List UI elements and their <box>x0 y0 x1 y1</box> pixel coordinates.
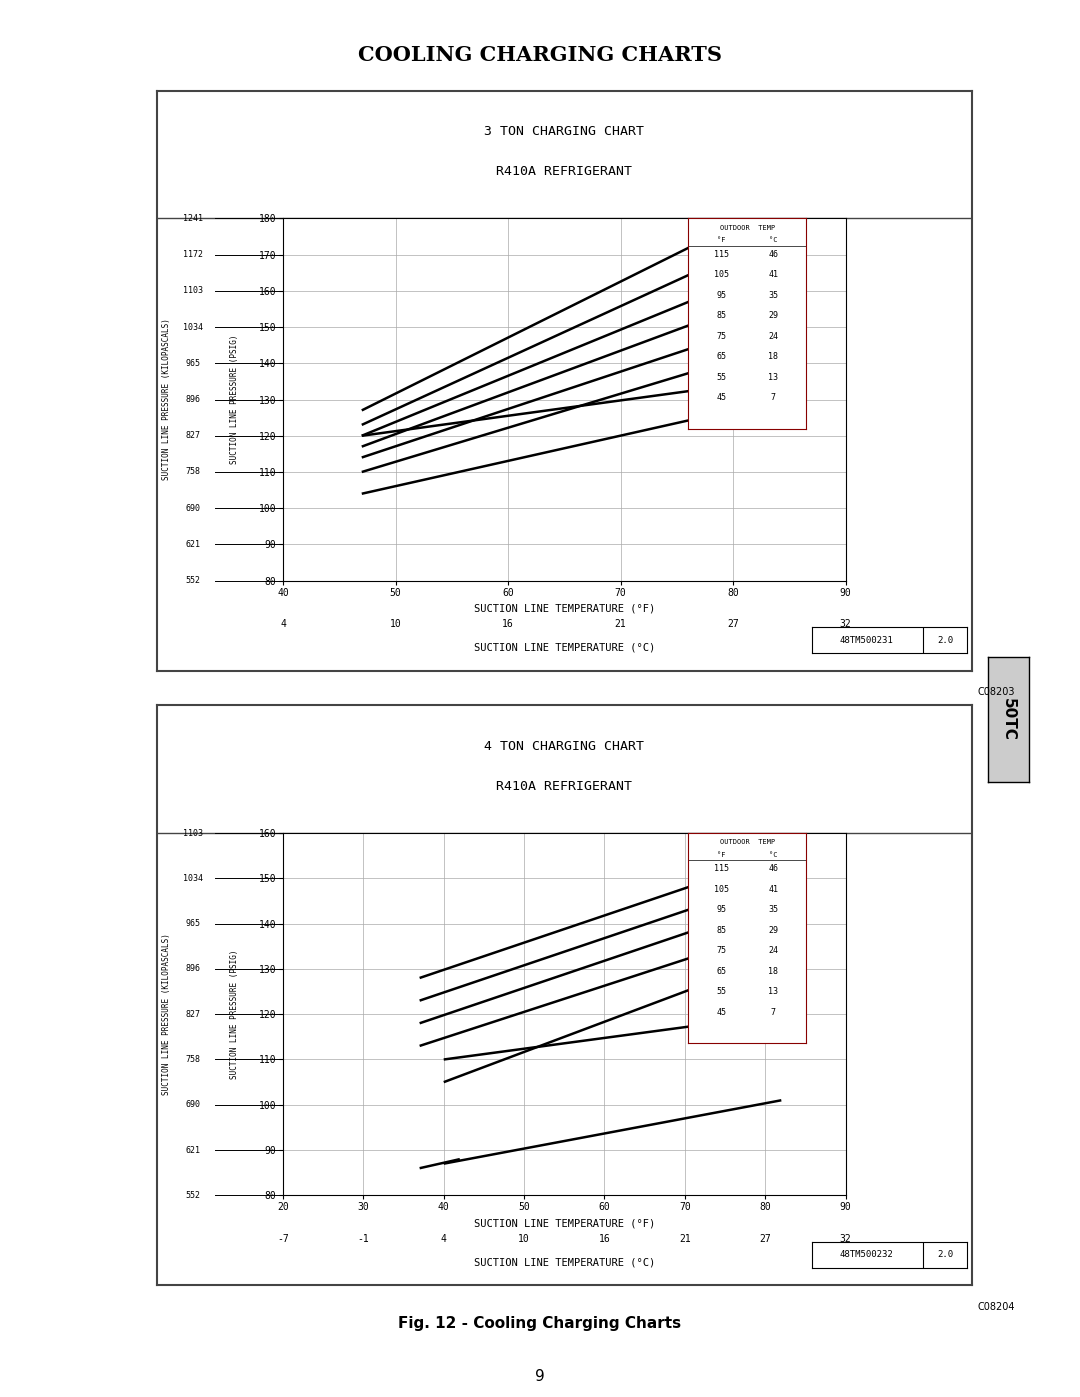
Text: 46: 46 <box>768 865 779 873</box>
Text: 45: 45 <box>716 393 726 402</box>
Text: 85: 85 <box>716 926 726 935</box>
Text: 46: 46 <box>768 250 779 258</box>
Text: 13: 13 <box>768 373 779 381</box>
Text: 758: 758 <box>186 1055 201 1065</box>
Text: 18: 18 <box>768 352 779 362</box>
Text: 1034: 1034 <box>184 323 203 331</box>
Text: OUTDOOR  TEMP: OUTDOOR TEMP <box>719 840 774 845</box>
Text: °F: °F <box>717 852 726 858</box>
Text: 13: 13 <box>768 988 779 996</box>
Text: SUCTION LINE PRESSURE (KILOPASCALS): SUCTION LINE PRESSURE (KILOPASCALS) <box>162 319 171 481</box>
Text: 1103: 1103 <box>184 828 203 838</box>
Text: 2.0: 2.0 <box>936 1250 953 1259</box>
Text: 35: 35 <box>768 291 779 299</box>
Text: 965: 965 <box>186 919 201 928</box>
Text: 18: 18 <box>768 967 779 977</box>
Text: 827: 827 <box>186 432 201 440</box>
Text: 10: 10 <box>390 619 402 629</box>
Text: R410A REFRIGERANT: R410A REFRIGERANT <box>497 780 632 793</box>
Text: 27: 27 <box>759 1234 771 1243</box>
Text: 95: 95 <box>716 291 726 299</box>
Text: 32: 32 <box>840 619 851 629</box>
Text: SUCTION LINE TEMPERATURE (°C): SUCTION LINE TEMPERATURE (°C) <box>474 643 654 652</box>
Text: 827: 827 <box>186 1010 201 1018</box>
Text: °F: °F <box>717 237 726 243</box>
Text: SUCTION LINE TEMPERATURE (°F): SUCTION LINE TEMPERATURE (°F) <box>474 1218 654 1228</box>
Text: 4: 4 <box>280 619 286 629</box>
Text: 21: 21 <box>679 1234 691 1243</box>
Text: 552: 552 <box>186 576 201 585</box>
Text: 65: 65 <box>716 352 726 362</box>
Text: C08203: C08203 <box>977 687 1015 697</box>
Text: 32: 32 <box>840 1234 851 1243</box>
Text: C08204: C08204 <box>977 1302 1015 1312</box>
Text: 2.0: 2.0 <box>936 636 953 644</box>
Text: 35: 35 <box>768 905 779 914</box>
Text: 29: 29 <box>768 312 779 320</box>
Text: 65: 65 <box>716 967 726 977</box>
Text: 55: 55 <box>716 988 726 996</box>
Text: 115: 115 <box>714 250 729 258</box>
Text: 95: 95 <box>716 905 726 914</box>
Text: 75: 75 <box>716 946 726 956</box>
Text: 21: 21 <box>615 619 626 629</box>
Text: °C: °C <box>769 852 778 858</box>
Text: 45: 45 <box>716 1007 726 1017</box>
Text: 690: 690 <box>186 1101 201 1109</box>
Text: SUCTION LINE TEMPERATURE (°F): SUCTION LINE TEMPERATURE (°F) <box>474 604 654 613</box>
Text: 85: 85 <box>716 312 726 320</box>
Text: 4 TON CHARGING CHART: 4 TON CHARGING CHART <box>484 739 645 753</box>
Text: 552: 552 <box>186 1190 201 1200</box>
Text: 1241: 1241 <box>184 214 203 224</box>
Text: OUTDOOR  TEMP: OUTDOOR TEMP <box>719 225 774 231</box>
Text: 7: 7 <box>771 393 775 402</box>
Text: COOLING CHARGING CHARTS: COOLING CHARGING CHARTS <box>357 45 723 64</box>
Text: 1103: 1103 <box>184 286 203 295</box>
Text: 41: 41 <box>768 270 779 279</box>
Text: 41: 41 <box>768 884 779 894</box>
Text: -7: -7 <box>278 1234 288 1243</box>
Text: 1172: 1172 <box>184 250 203 258</box>
Text: 115: 115 <box>714 865 729 873</box>
Text: 105: 105 <box>714 884 729 894</box>
Text: 16: 16 <box>502 619 514 629</box>
Text: 1034: 1034 <box>184 875 203 883</box>
Text: 9: 9 <box>535 1369 545 1384</box>
Text: 7: 7 <box>771 1007 775 1017</box>
Text: 105: 105 <box>714 270 729 279</box>
Text: 24: 24 <box>768 946 779 956</box>
Text: 48TM500231: 48TM500231 <box>839 636 893 644</box>
Text: °C: °C <box>769 237 778 243</box>
Text: 758: 758 <box>186 468 201 476</box>
Text: -1: -1 <box>357 1234 369 1243</box>
Text: 75: 75 <box>716 331 726 341</box>
Text: Fig. 12 - Cooling Charging Charts: Fig. 12 - Cooling Charging Charts <box>399 1316 681 1331</box>
Text: 896: 896 <box>186 395 201 404</box>
Text: 621: 621 <box>186 1146 201 1154</box>
Text: SUCTION LINE PRESSURE (PSIG): SUCTION LINE PRESSURE (PSIG) <box>230 950 239 1078</box>
Text: 50TC: 50TC <box>1001 698 1016 740</box>
Text: 27: 27 <box>727 619 739 629</box>
Text: 48TM500232: 48TM500232 <box>839 1250 893 1259</box>
Text: 690: 690 <box>186 504 201 513</box>
Text: 16: 16 <box>598 1234 610 1243</box>
Text: SUCTION LINE PRESSURE (KILOPASCALS): SUCTION LINE PRESSURE (KILOPASCALS) <box>162 933 171 1095</box>
Text: 29: 29 <box>768 926 779 935</box>
Text: R410A REFRIGERANT: R410A REFRIGERANT <box>497 165 632 179</box>
Text: 10: 10 <box>518 1234 530 1243</box>
Text: 896: 896 <box>186 964 201 974</box>
Text: 55: 55 <box>716 373 726 381</box>
Text: 24: 24 <box>768 331 779 341</box>
Text: 3 TON CHARGING CHART: 3 TON CHARGING CHART <box>484 124 645 138</box>
Text: 965: 965 <box>186 359 201 367</box>
Text: 4: 4 <box>441 1234 447 1243</box>
Text: SUCTION LINE PRESSURE (PSIG): SUCTION LINE PRESSURE (PSIG) <box>230 335 239 464</box>
Text: 621: 621 <box>186 541 201 549</box>
Text: SUCTION LINE TEMPERATURE (°C): SUCTION LINE TEMPERATURE (°C) <box>474 1257 654 1267</box>
